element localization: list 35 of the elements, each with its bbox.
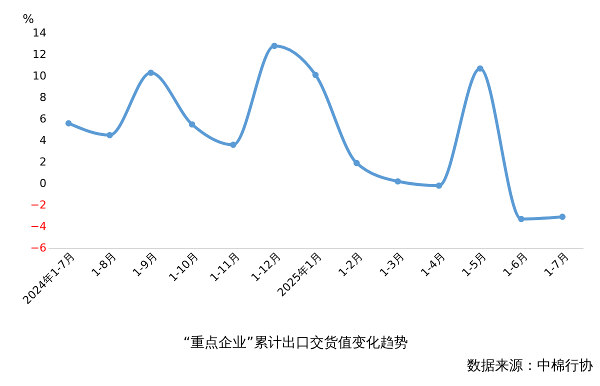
point [436, 182, 442, 189]
y-tick-label: −4 [30, 220, 46, 233]
x-tick-label: 1-8月 [89, 250, 119, 280]
point [188, 121, 196, 128]
y-tick-label: 14 [32, 26, 46, 40]
x-tick-label: 1-2月 [336, 250, 366, 280]
point [353, 160, 360, 166]
y-tick-label: −2 [30, 198, 46, 212]
point [106, 132, 113, 138]
point [476, 65, 484, 72]
y-tick-label: 12 [32, 48, 46, 61]
y-tick-label: 10 [32, 70, 46, 82]
x-tick-label: 1-5月 [459, 250, 490, 280]
x-tick-label: 1-3月 [377, 250, 407, 280]
y-tick-label: 2 [40, 156, 46, 168]
y-tick-label: 6 [40, 112, 46, 126]
x-tick-label: 1-9月 [130, 250, 160, 280]
y-tick-label: 4 [40, 134, 46, 147]
point [148, 70, 154, 76]
y-tick-label: 8 [40, 91, 46, 104]
point [518, 216, 524, 222]
point [559, 214, 566, 220]
source-note: 数据来源：中棉行协 [467, 358, 593, 374]
text: “重点企业”累计出口交货值变化趋势 [183, 335, 408, 351]
x-tick-label: 1-4月 [418, 250, 448, 280]
point [312, 72, 319, 78]
y-tick-label: −6 [30, 242, 46, 254]
x-tick-label: 1-6月 [500, 250, 530, 280]
y-axis-title: % [22, 12, 34, 26]
y-tick-label: 0 [40, 177, 46, 190]
point [271, 42, 278, 50]
point [230, 142, 236, 148]
x-tick-label: 1-7月 [542, 250, 572, 280]
point [65, 120, 72, 126]
point [394, 178, 401, 185]
